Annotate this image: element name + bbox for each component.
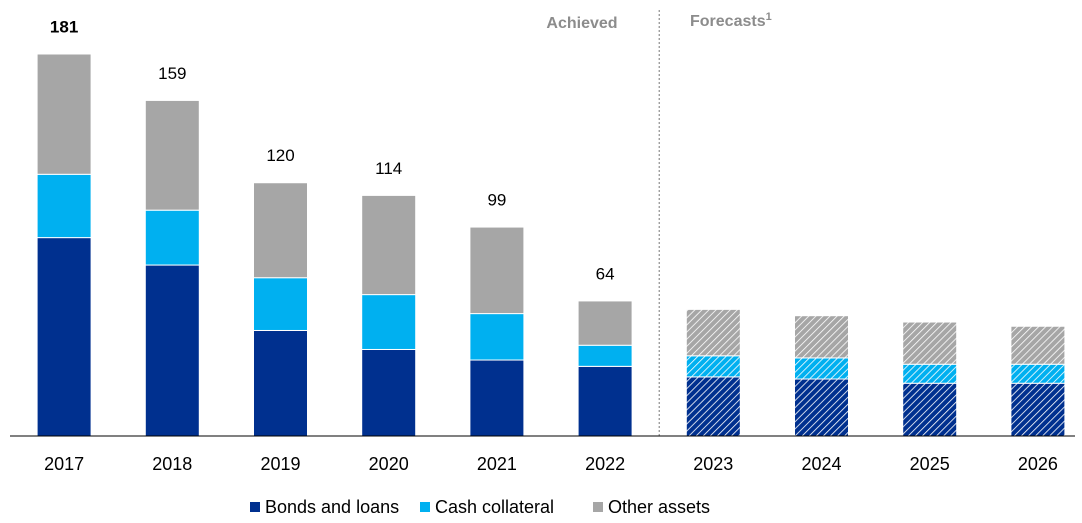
bar-segment (469, 359, 525, 437)
bar-segment (1010, 325, 1066, 365)
legend-swatch (250, 502, 260, 512)
bar-segment (577, 300, 633, 346)
forecasts-text: Forecasts (690, 13, 766, 30)
bar-segment (36, 237, 92, 437)
x-tick-label: 2021 (477, 454, 517, 474)
total-label: 120 (266, 146, 294, 165)
total-label: 181 (50, 17, 78, 36)
x-tick-label: 2022 (585, 454, 625, 474)
x-tick-label: 2020 (369, 454, 409, 474)
bar-segment (361, 348, 417, 437)
bar-segment (794, 378, 849, 437)
bar-segment (794, 357, 849, 380)
x-tick-label: 2026 (1018, 454, 1058, 474)
bar-segment (794, 315, 849, 359)
bar-segment (469, 313, 525, 361)
x-tick-label: 2025 (910, 454, 950, 474)
legend-label: Cash collateral (435, 497, 554, 517)
bar-segment (144, 209, 200, 266)
bar-segment (902, 321, 958, 365)
bar-segment (577, 365, 633, 437)
bar-segment (1010, 382, 1066, 437)
footnote-marker: 1 (766, 11, 772, 23)
bar-segment (902, 363, 958, 384)
total-label: 159 (158, 64, 186, 83)
x-tick-label: 2019 (260, 454, 300, 474)
bar-segment (902, 382, 958, 437)
bar-segment (144, 99, 200, 211)
bar-segment (253, 277, 308, 331)
x-tick-label: 2024 (801, 454, 841, 474)
total-label: 99 (487, 191, 506, 210)
bar-segment (685, 308, 741, 357)
bar-segment (361, 194, 417, 296)
legend-swatch (420, 502, 430, 512)
bar-segment (361, 294, 417, 350)
bar-segment (577, 344, 633, 367)
legend-label: Bonds and loans (265, 497, 399, 517)
total-label: 64 (596, 264, 615, 283)
legend-label: Other assets (608, 497, 710, 517)
bar-segment (469, 226, 525, 315)
x-tick-label: 2023 (693, 454, 733, 474)
bar-segment (685, 355, 741, 378)
bar-segment (685, 376, 741, 437)
forecasts-label: Forecasts1 (690, 11, 772, 30)
bar-segment (1010, 363, 1066, 384)
x-tick-label: 2018 (152, 454, 192, 474)
bar-segment (144, 264, 200, 437)
legend-swatch (593, 502, 603, 512)
bar-segment (253, 329, 308, 437)
bar-segment (36, 53, 92, 175)
x-tick-label: 2017 (44, 454, 84, 474)
bar-segment (253, 182, 308, 279)
bar-segment (36, 173, 92, 239)
achieved-label: Achieved (546, 15, 617, 32)
total-label: 114 (375, 159, 402, 178)
